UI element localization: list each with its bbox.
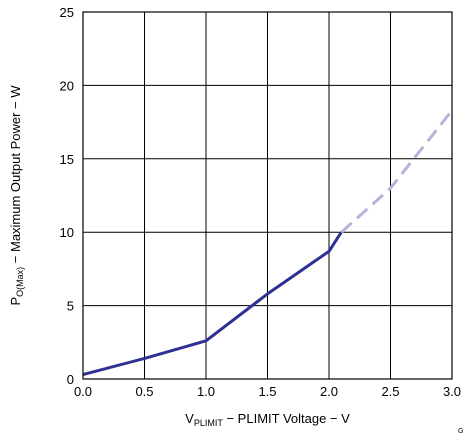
x-axis-label-subscript: PLIMIT [194, 418, 224, 428]
y-axis-label: PO(Max) − Maximum Output Power − W [8, 85, 25, 306]
y-tick-label: 20 [60, 78, 74, 93]
y-tick-label: 5 [67, 299, 74, 314]
x-tick-label: 2.5 [381, 384, 399, 399]
x-tick-label: 1.0 [197, 384, 215, 399]
y-tick-label: 15 [60, 152, 74, 167]
y-tick-labels: 0 5 10 15 20 25 [60, 5, 74, 387]
figure-id: G [458, 428, 463, 435]
y-axis-label-subscript: O(Max) [15, 267, 25, 297]
x-tick-label: 0.5 [135, 384, 153, 399]
series-group [82, 109, 454, 377]
y-axis-label-text: − Maximum Output Power − W [8, 85, 23, 267]
x-tick-labels: 0.0 0.5 1.0 1.5 2.0 2.5 3.0 [74, 384, 461, 399]
x-axis-label-text: − PLIMIT Voltage − V [223, 411, 350, 426]
x-tick-label: 3.0 [443, 384, 461, 399]
y-tick-label: 25 [60, 5, 74, 20]
x-tick-label: 1.5 [258, 384, 276, 399]
series-line-dashed [340, 109, 454, 234]
y-tick-label: 0 [67, 372, 74, 387]
plot-frame [82, 11, 453, 380]
y-axis-label-symbol: P [8, 297, 23, 306]
grid [82, 11, 453, 380]
y-tick-label: 10 [60, 225, 74, 240]
x-tick-label: 2.0 [320, 384, 338, 399]
x-tick-label: 0.0 [74, 384, 92, 399]
x-axis-label-symbol: V [185, 411, 194, 426]
series-line-solid [82, 231, 343, 377]
x-axis-label: VPLIMIT − PLIMIT Voltage − V [185, 411, 350, 428]
